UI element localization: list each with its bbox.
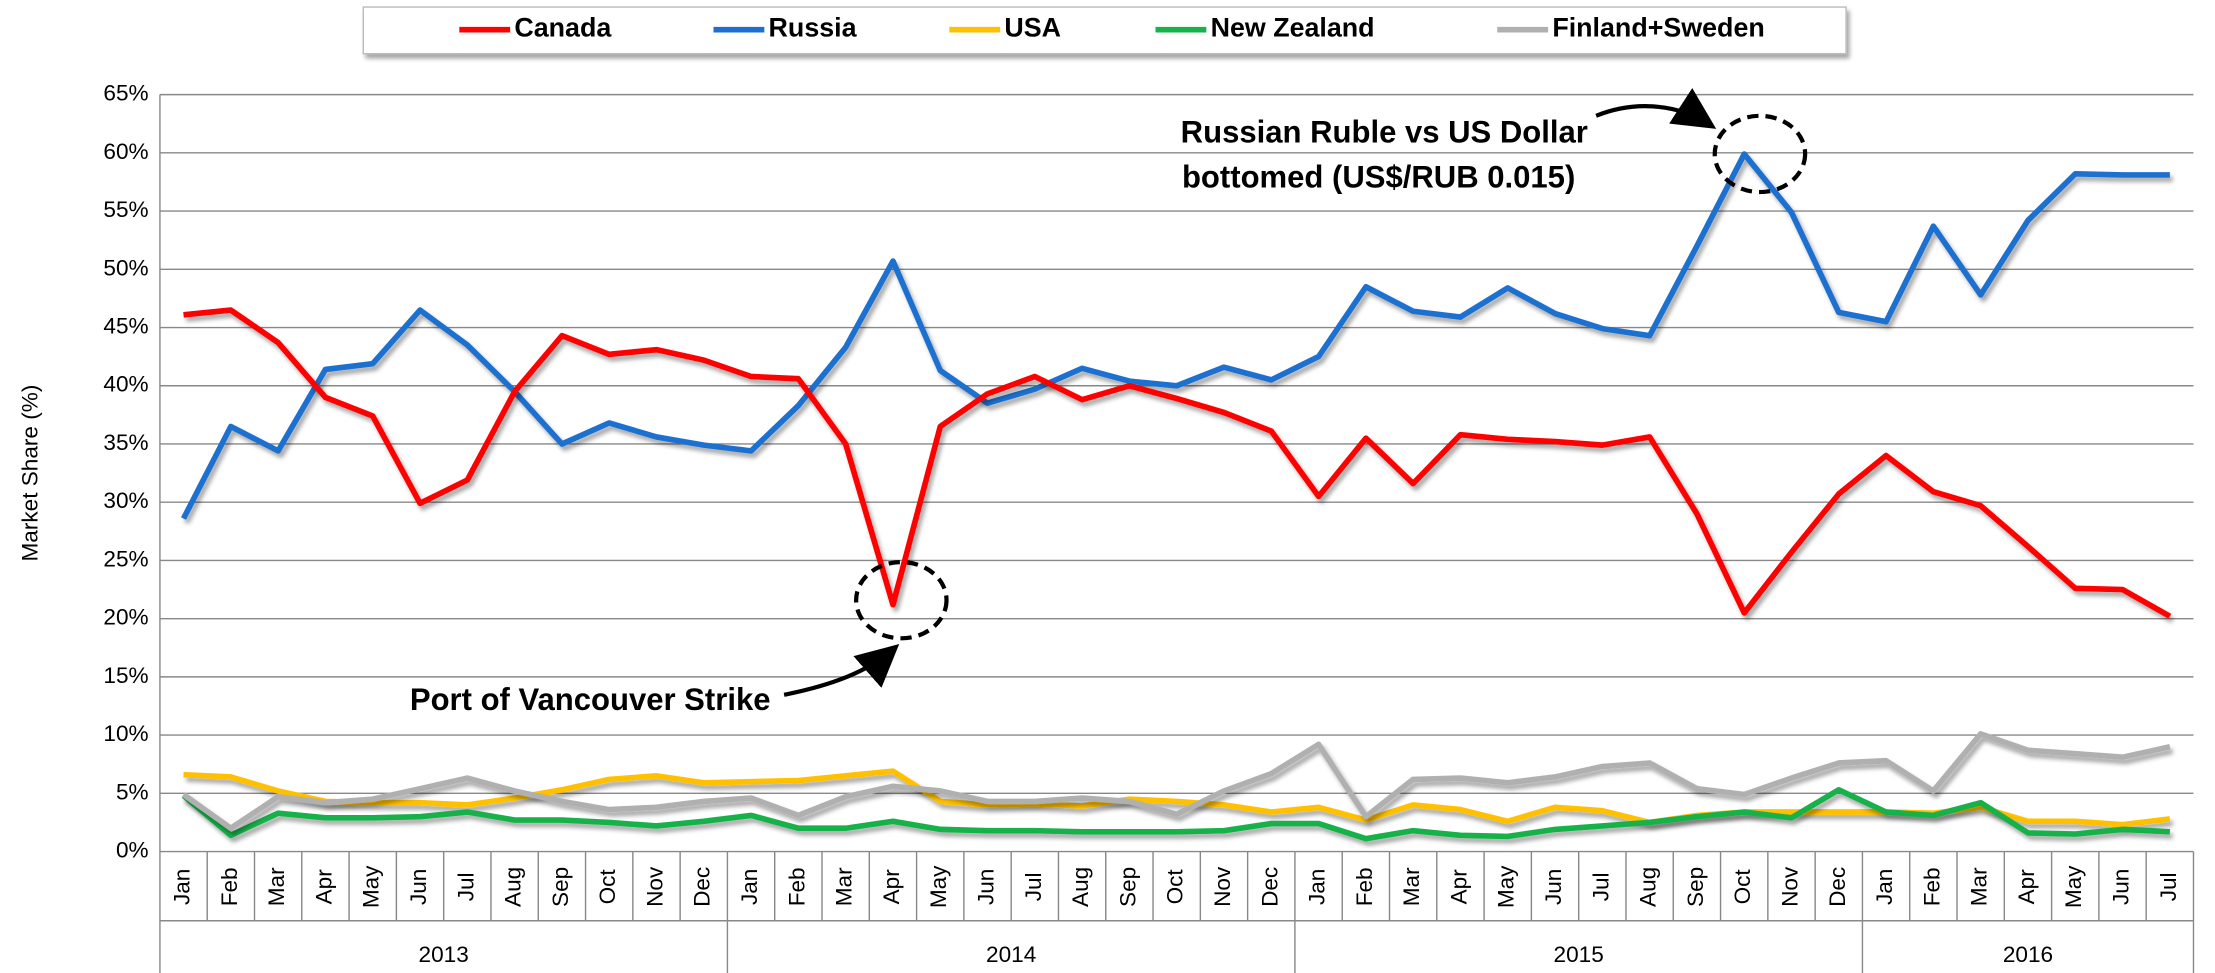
annotations: Russian Ruble vs US Dollar bottomed (US$… <box>410 88 1808 717</box>
x-tick-label: Feb <box>784 867 809 906</box>
series-line <box>183 307 2172 619</box>
legend-label: Russia <box>769 13 858 43</box>
annotation-text: bottomed (US$/RUB 0.015) <box>1182 160 1575 195</box>
y-tick-label: 60% <box>103 139 148 164</box>
annotation-text: Port of Vancouver Strike <box>410 682 771 717</box>
x-tick-label: Nov <box>1777 866 1802 907</box>
y-tick-label: 15% <box>103 663 148 688</box>
legend-label: New Zealand <box>1211 13 1375 43</box>
x-tick-label: Jan <box>1872 869 1897 905</box>
x-tick-label: Dec <box>1257 867 1282 907</box>
x-tick-label: Oct <box>595 869 620 905</box>
x-tick-label: Jun <box>973 869 998 905</box>
y-tick-label: 30% <box>103 488 148 513</box>
legend-box <box>362 6 1847 55</box>
x-tick-label: Aug <box>1068 867 1093 907</box>
x-tick-label: Oct <box>1163 869 1188 905</box>
x-tick-label: Feb <box>1919 867 1944 906</box>
x-tick-label: Jul <box>2156 872 2181 901</box>
legend-label: Finland+Sweden <box>1552 13 1764 43</box>
y-tick-label: 65% <box>103 81 148 106</box>
arrow <box>1595 88 1717 129</box>
x-tick-label: Sep <box>1683 867 1708 907</box>
x-tick-label: Jun <box>406 869 431 905</box>
x-tick-label: Sep <box>548 867 573 907</box>
x-tick-label: Dec <box>1825 867 1850 907</box>
x-tick-label: Jul <box>1021 872 1046 901</box>
group-label: 2014 <box>986 942 1036 967</box>
x-tick-label: Sep <box>1115 867 1140 907</box>
x-tick-label: Oct <box>1730 869 1755 905</box>
x-tick-label: May <box>2061 865 2086 908</box>
x-tick-label: Feb <box>1352 867 1377 906</box>
annotation-text: Russian Ruble vs US Dollar <box>1181 114 1588 149</box>
y-tick-label: 45% <box>103 313 148 338</box>
x-tick-label: Aug <box>501 867 526 907</box>
x-tick-label: Apr <box>311 869 336 905</box>
y-tick-label: 35% <box>103 430 148 455</box>
y-tick-label: 5% <box>116 779 149 804</box>
x-tick-label: Jan <box>170 869 195 905</box>
x-tick-label: May <box>359 865 384 908</box>
arrow <box>783 644 900 697</box>
series-line <box>181 731 2171 832</box>
x-tick-label: Jan <box>1305 869 1330 905</box>
x-tick-label: Jul <box>453 872 478 901</box>
x-tick-label: Dec <box>690 867 715 907</box>
y-tick-label: 55% <box>103 197 148 222</box>
x-tick-label: Jan <box>737 869 762 905</box>
x-tick-label: Jun <box>2109 869 2134 905</box>
series-line <box>181 787 2171 842</box>
x-tick-label: Aug <box>1636 867 1661 907</box>
group-label: 2013 <box>419 942 469 967</box>
group-label: 2015 <box>1554 942 1604 967</box>
y-tick-label: 50% <box>103 255 148 280</box>
highlight-circle <box>854 559 949 641</box>
y-axis-label: Market Share (%) <box>17 385 42 562</box>
x-tick-label: Mar <box>264 867 289 906</box>
group-label: 2016 <box>2003 942 2053 967</box>
y-tick-label: 40% <box>103 372 148 397</box>
x-tick-label: May <box>1494 865 1519 908</box>
x-tick-label: Mar <box>1967 867 1992 906</box>
legend-label: Canada <box>514 13 612 43</box>
y-tick-label: 0% <box>116 838 149 863</box>
legend-label: USA <box>1004 13 1061 43</box>
x-tick-label: Mar <box>832 867 857 906</box>
x-tick-label: Nov <box>1210 866 1235 907</box>
series-line <box>183 768 2171 828</box>
y-tick-label: 20% <box>103 605 148 630</box>
x-tick-label: Mar <box>1399 867 1424 906</box>
x-tick-label: Apr <box>2014 869 2039 905</box>
x-tick-label: Jun <box>1541 869 1566 905</box>
highlight-circle <box>1712 113 1808 195</box>
y-tick-label: 10% <box>103 721 148 746</box>
y-tick-label: 25% <box>103 546 148 571</box>
x-tick-label: Apr <box>1446 869 1471 905</box>
x-tick-label: May <box>926 865 951 908</box>
x-tick-label: Apr <box>879 869 904 905</box>
x-tick-label: Nov <box>642 866 667 907</box>
x-tick-label: Jul <box>1588 872 1613 901</box>
x-tick-label: Feb <box>217 867 242 906</box>
